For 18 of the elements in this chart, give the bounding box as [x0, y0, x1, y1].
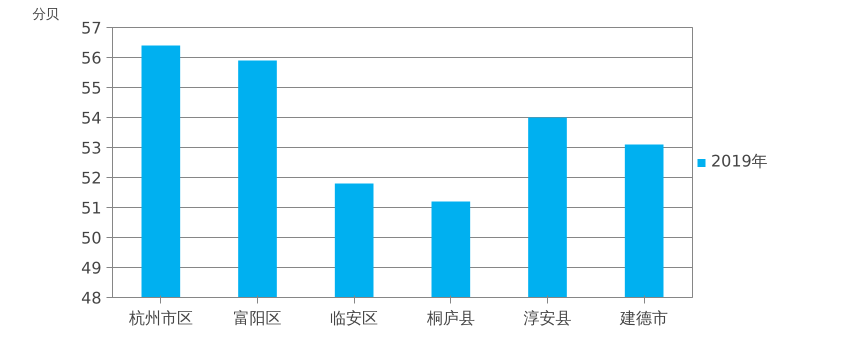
- x-tick-label: 临安区: [330, 308, 378, 328]
- y-tick-label: 48: [81, 288, 102, 308]
- x-tick-label: 建德市: [619, 308, 668, 328]
- legend-label: 2019年: [711, 152, 768, 172]
- y-axis-title: 分贝: [32, 8, 58, 22]
- y-tick-label: 50: [81, 228, 102, 248]
- y-tick-label: 51: [81, 198, 102, 218]
- y-tick-label: 54: [81, 108, 102, 128]
- y-tick-label: 56: [81, 48, 102, 68]
- x-tick-label: 桐庐县: [426, 308, 475, 328]
- y-tick-label: 49: [81, 258, 102, 278]
- y-tick-label: 57: [81, 18, 102, 38]
- y-tick-label: 55: [81, 78, 102, 98]
- x-tick-label: 杭州市区: [128, 308, 193, 328]
- y-tick-label: 52: [81, 168, 102, 188]
- y-tick-label: 53: [81, 138, 102, 158]
- x-tick-label: 富阳区: [234, 308, 282, 328]
- x-tick-label: 淳安县: [524, 308, 572, 328]
